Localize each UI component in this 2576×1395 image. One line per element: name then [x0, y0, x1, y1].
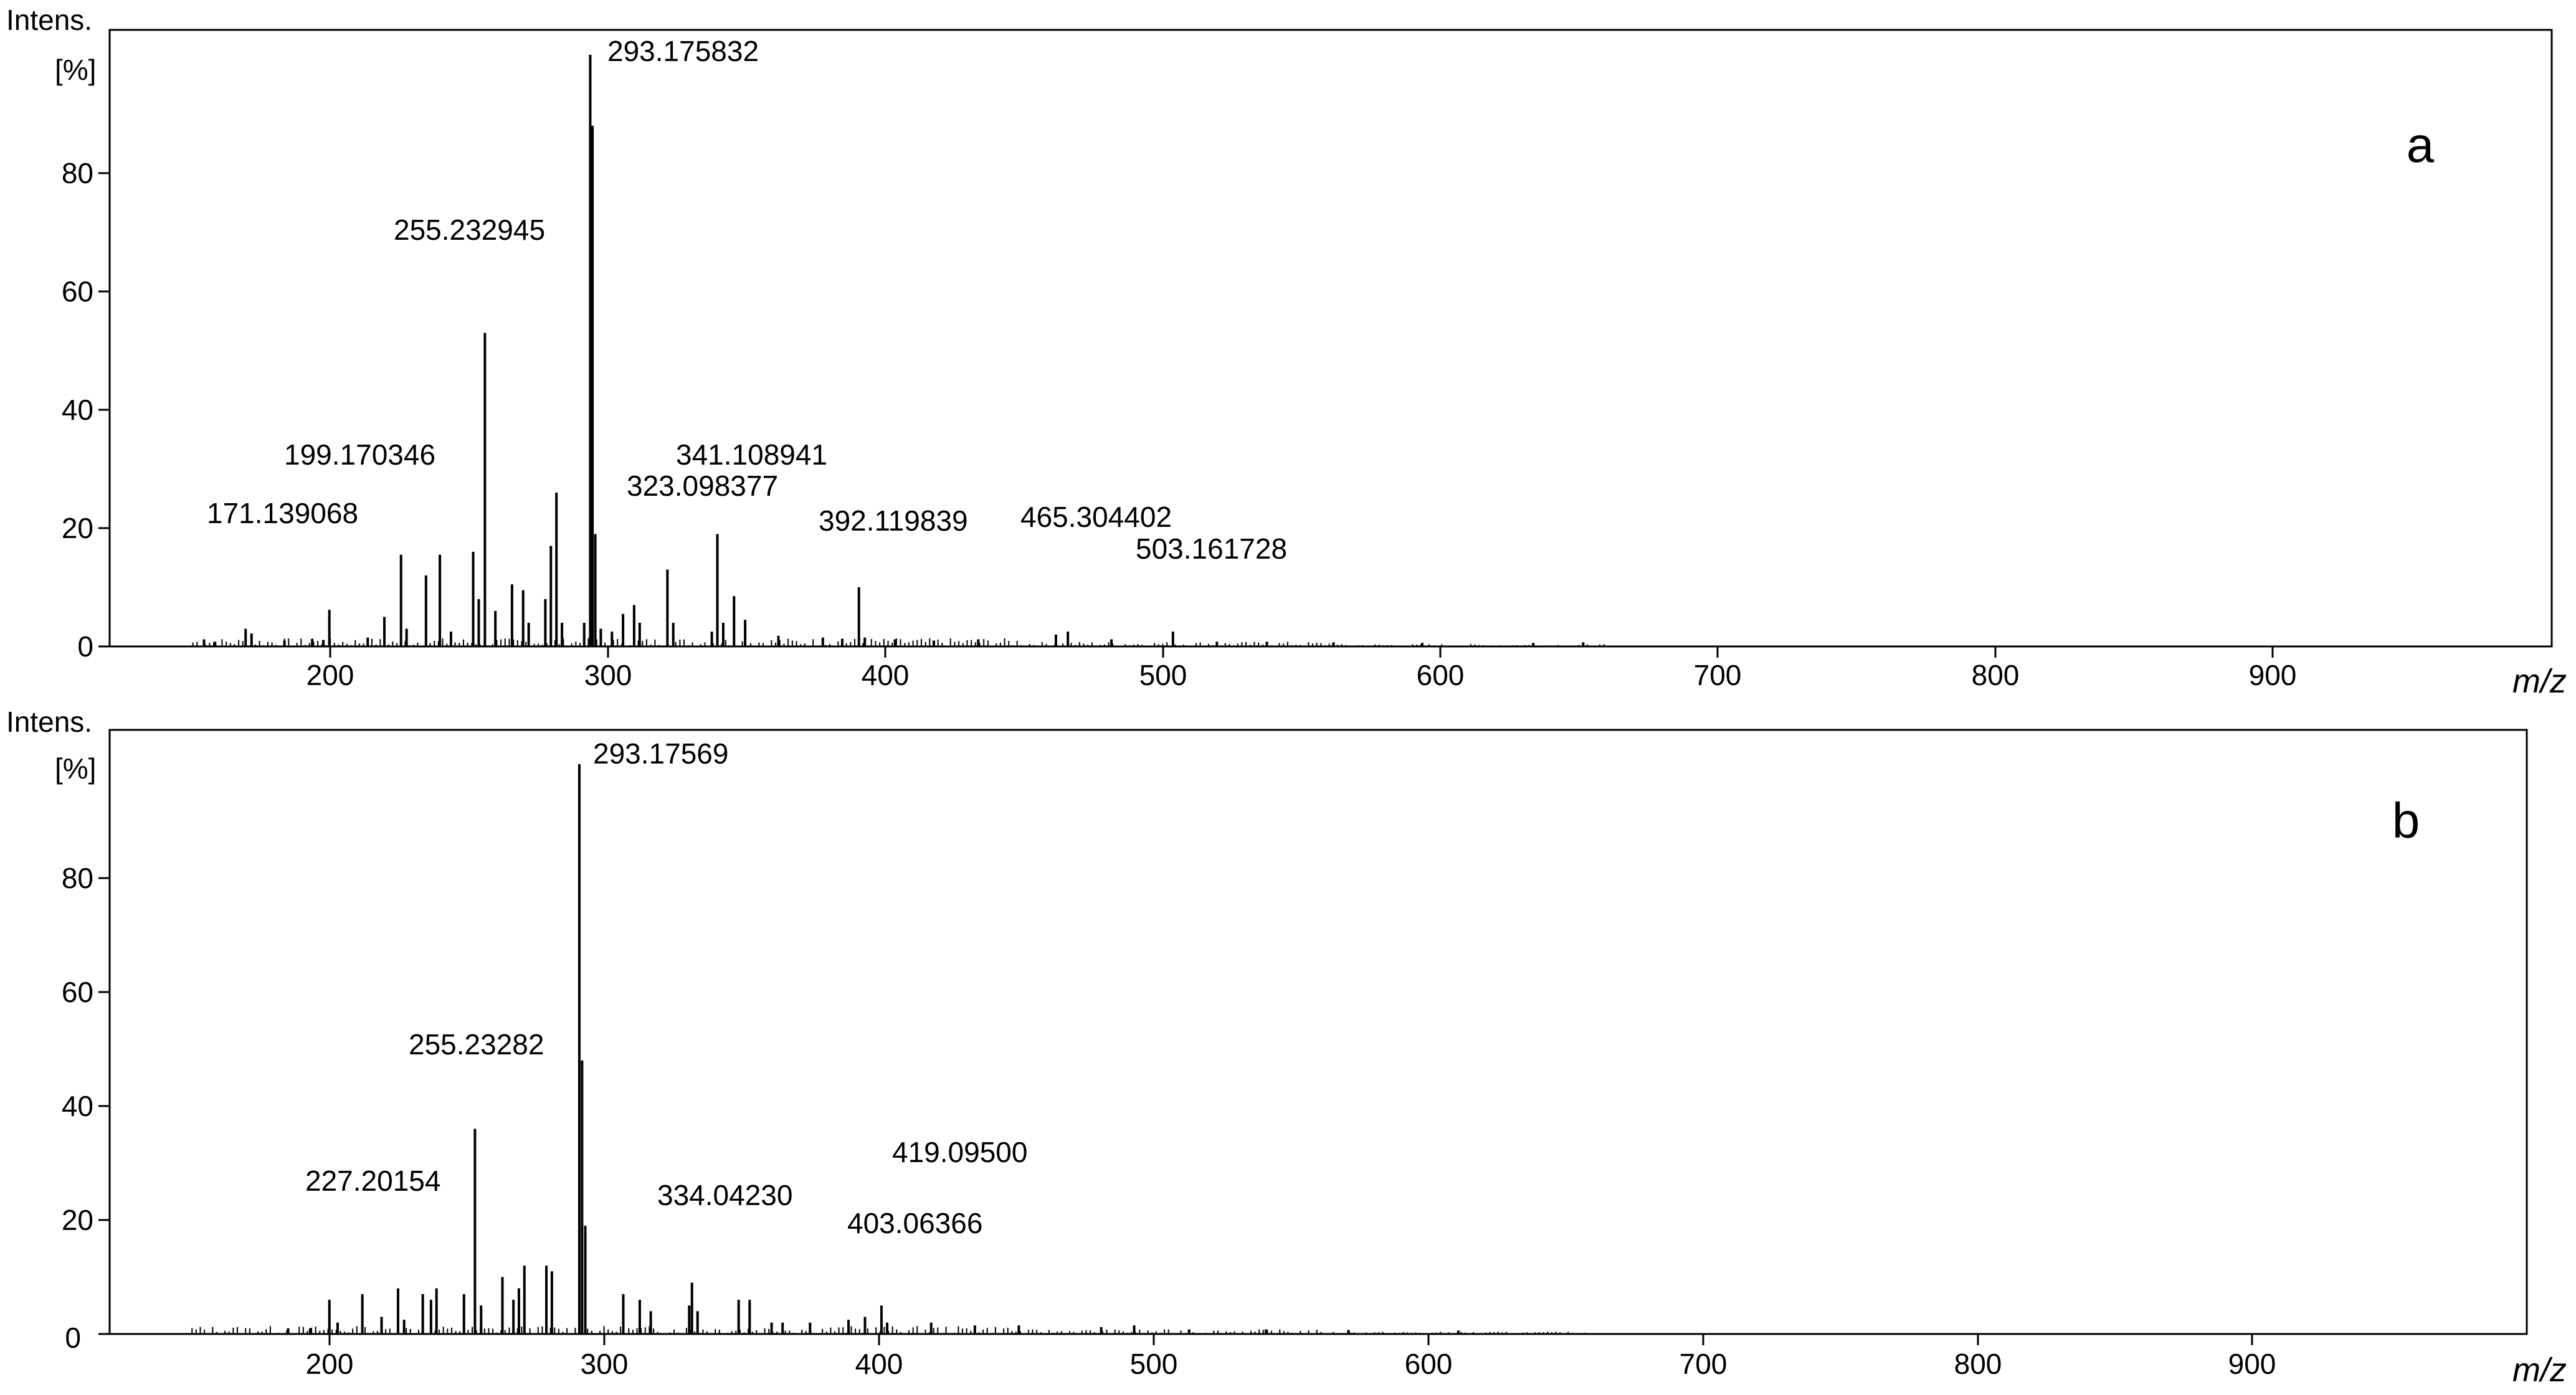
peak-series-b — [191, 764, 1590, 1334]
y-ticks-a: 0 20 40 60 80 — [62, 157, 110, 663]
x-tick-label: 500 — [1139, 659, 1187, 691]
x-tick-label: 900 — [2249, 659, 2297, 691]
x-tick-label: 800 — [1972, 659, 2020, 691]
peak-labels-a: 293.175832 255.232945 199.170346 171.139… — [207, 35, 1287, 565]
y-tick-label: 80 — [62, 862, 93, 894]
x-tick-label: 300 — [584, 659, 632, 691]
y-tick-label: 20 — [62, 1204, 93, 1236]
peak-label: 323.098377 — [627, 470, 778, 502]
y-tick-label: 20 — [62, 512, 93, 544]
peak-label: 392.119839 — [819, 504, 968, 537]
y-tick-label: 40 — [62, 394, 93, 426]
panel-label-a: a — [2407, 117, 2435, 173]
peak-label: 227.20154 — [305, 1165, 440, 1197]
y-axis-title-line1: Intens. — [6, 706, 92, 738]
x-tick-label: 400 — [862, 659, 910, 691]
x-axis-title-b: m/z — [2512, 1351, 2567, 1389]
peak-label: 334.04230 — [657, 1179, 792, 1211]
plot-frame-b — [108, 729, 2528, 1335]
y-axis-title-line1: Intens. — [6, 4, 92, 36]
x-tick-label: 600 — [1417, 659, 1465, 691]
peak-label: 403.06366 — [847, 1207, 982, 1239]
peak-label: 255.23282 — [409, 1028, 544, 1061]
y-tick-label: 60 — [62, 976, 93, 1008]
peak-series-a — [192, 55, 1605, 646]
peak-label: 199.170346 — [284, 438, 435, 471]
x-tick-label: 500 — [1130, 1348, 1178, 1380]
y-tick-label: 0 — [65, 1322, 81, 1354]
x-tick-label: 200 — [307, 659, 354, 691]
peak-labels-b: 293.17569 255.23282 227.20154 334.04230 … — [305, 737, 1027, 1239]
y-tick-label: 0 — [77, 630, 93, 663]
peak-label: 419.09500 — [892, 1136, 1027, 1168]
peak-label: 255.232945 — [394, 214, 545, 246]
plot-frame-a — [108, 29, 2553, 648]
y-axis-title-line2: [%] — [55, 752, 96, 785]
y-ticks-b: 0 20 40 60 80 — [62, 862, 110, 1354]
x-tick-label: 300 — [581, 1348, 629, 1380]
x-axis-title-a: m/z — [2512, 663, 2567, 700]
peak-label: 503.161728 — [1136, 532, 1287, 565]
x-tick-label: 700 — [1680, 1348, 1728, 1380]
spectrum-panel-a: Intens. [%] a m/z 200 300 400 500 600 70… — [6, 4, 2567, 700]
x-tick-label: 900 — [2228, 1348, 2276, 1380]
x-ticks-a: 200 300 400 500 600 700 800 900 — [307, 646, 2297, 691]
y-tick-label: 80 — [62, 157, 93, 189]
spectrum-panel-b: Intens. [%] b m/z 200 300 400 500 600 70… — [6, 706, 2567, 1389]
peak-label: 293.175832 — [607, 35, 759, 67]
y-tick-label: 60 — [62, 275, 93, 308]
x-tick-label: 200 — [306, 1348, 354, 1380]
y-axis-title-line2: [%] — [55, 54, 96, 86]
x-tick-label: 400 — [855, 1348, 903, 1380]
peak-label: 171.139068 — [207, 497, 358, 529]
x-tick-label: 600 — [1405, 1348, 1453, 1380]
y-tick-label: 40 — [62, 1090, 93, 1122]
x-tick-label: 800 — [1954, 1348, 2002, 1380]
peak-label: 465.304402 — [1020, 501, 1172, 533]
panel-label-b: b — [2392, 793, 2420, 848]
peak-label: 293.17569 — [593, 737, 728, 770]
x-tick-label: 700 — [1694, 659, 1742, 691]
peak-label: 341.108941 — [676, 438, 827, 471]
x-ticks-b: 200 300 400 500 600 700 800 900 — [306, 1334, 2276, 1380]
